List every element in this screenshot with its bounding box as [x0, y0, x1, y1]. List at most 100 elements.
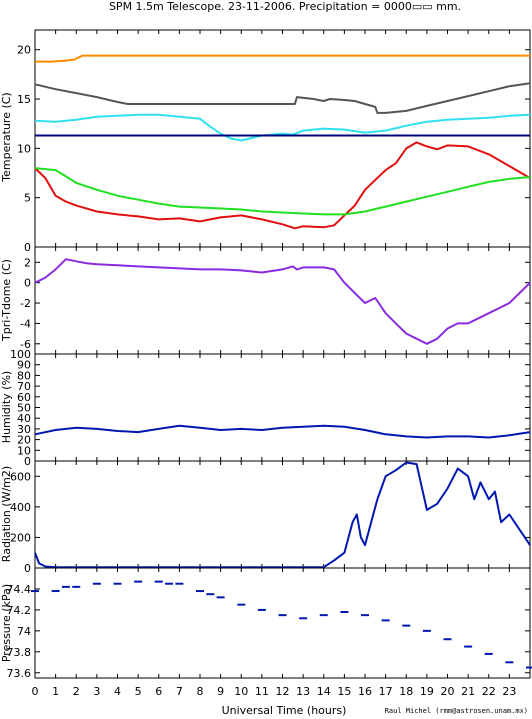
y-tick-label: 74.4 — [7, 583, 32, 596]
x-tick-label: 3 — [93, 685, 100, 698]
data-point — [257, 608, 266, 611]
y-tick-label: 30 — [17, 423, 31, 436]
x-tick-label: 12 — [276, 685, 290, 698]
y-tick-label: 10 — [17, 444, 31, 457]
x-tick-label: 21 — [461, 685, 475, 698]
series-line — [34, 82, 531, 114]
y-tick-label: 2 — [24, 256, 31, 269]
data-point — [61, 585, 70, 588]
temperature-panel: 0 5 10 15 20 Temperature (C) — [0, 29, 531, 254]
x-tick-label: 14 — [317, 685, 331, 698]
data-point — [175, 582, 184, 585]
y-tick-label: 73.8 — [7, 646, 32, 659]
x-axis-label: Universal Time (hours) — [222, 704, 347, 717]
x-tick-label: 1 — [52, 685, 59, 698]
x-tick-label: 11 — [255, 685, 269, 698]
y-axis-label: Temperature (C) — [0, 92, 13, 182]
x-tick-label: 19 — [420, 685, 434, 698]
y-tick-label: 90 — [17, 359, 31, 372]
y-tick-label: 20 — [17, 434, 31, 447]
data-point — [31, 590, 39, 593]
data-point — [237, 603, 246, 606]
data-point — [402, 624, 411, 627]
y-tick-label: 74 — [17, 625, 31, 638]
data-point — [526, 666, 532, 669]
panel-frame — [34, 246, 531, 355]
series-line — [34, 113, 531, 142]
data-point — [422, 629, 431, 632]
y-tick-label: -6 — [20, 338, 31, 351]
x-tick-label: 16 — [358, 685, 372, 698]
x-axis: 0 1 2 3 4 5 6 7 8 9 10 11 12 13 14 15 16 17 18 19 20 21 22 23 — [32, 685, 517, 698]
data-point — [216, 596, 225, 599]
data-point — [113, 582, 122, 585]
x-tick-label: 20 — [441, 685, 455, 698]
y-tick-label: 40 — [17, 412, 31, 425]
data-point — [319, 614, 328, 617]
y-tick-label: 0 — [24, 455, 31, 468]
y-tick-label: 50 — [17, 402, 31, 415]
y-tick-label: 70 — [17, 380, 31, 393]
series-line — [34, 461, 531, 569]
x-tick-label: 6 — [155, 685, 162, 698]
data-point — [92, 582, 101, 585]
data-point — [165, 582, 174, 585]
y-tick-label: 600 — [10, 470, 31, 483]
x-tick-label: 5 — [135, 685, 142, 698]
x-tick-label: 7 — [176, 685, 183, 698]
y-axis-label: Tpri-Tdome (C) — [0, 259, 13, 342]
y-tick-label: 10 — [17, 142, 31, 155]
panel-frame — [34, 29, 531, 248]
series-line — [34, 167, 531, 216]
x-tick-label: 4 — [114, 685, 121, 698]
data-point — [278, 614, 287, 617]
credit-text: Raul Michel (rmm@astrosen.unam.mx) — [385, 707, 528, 715]
series-line — [34, 141, 531, 230]
x-tick-label: 2 — [73, 685, 80, 698]
y-axis-label: Radiation (W/m2) — [0, 466, 13, 562]
x-tick-label: 10 — [234, 685, 248, 698]
data-point — [505, 661, 514, 664]
series-line — [34, 424, 531, 439]
x-tick-label: 0 — [32, 685, 39, 698]
y-tick-label: 74.2 — [7, 604, 32, 617]
y-tick-label: 0 — [24, 277, 31, 290]
data-point — [51, 590, 60, 593]
x-tick-label: 15 — [337, 685, 351, 698]
y-axis-label: Pressure (kPa) — [0, 584, 13, 662]
y-axis-label: Humidity (%) — [0, 371, 13, 443]
y-tick-label: 5 — [24, 192, 31, 205]
x-tick-label: 17 — [379, 685, 393, 698]
data-point — [154, 580, 163, 583]
y-tick-label: 80 — [17, 369, 31, 382]
panel-frame — [34, 567, 531, 679]
panel-frame — [34, 460, 531, 569]
data-point — [196, 590, 204, 593]
y-tick-label: 60 — [17, 391, 31, 404]
y-tick-label: -4 — [20, 317, 31, 330]
x-tick-label: 22 — [482, 685, 496, 698]
y-tick-label: 400 — [10, 501, 31, 514]
y-tick-label: 73.6 — [7, 667, 32, 680]
data-point — [484, 652, 493, 655]
x-tick-label: 18 — [399, 685, 413, 698]
y-tick-label: 200 — [10, 531, 31, 544]
x-tick-label: 13 — [296, 685, 310, 698]
data-point — [340, 611, 349, 613]
data-point — [361, 614, 369, 617]
data-point — [206, 593, 215, 596]
y-tick-label: 0 — [24, 241, 31, 254]
y-tick-label: 20 — [17, 44, 31, 57]
y-tick-label: -2 — [20, 297, 31, 310]
data-point — [299, 617, 308, 620]
series-line — [35, 54, 530, 63]
y-tick-label: 0 — [24, 562, 31, 575]
data-point — [72, 585, 81, 588]
data-point — [464, 645, 473, 648]
chart-title: SPM 1.5m Telescope. 23-11-2006. Precipit… — [109, 0, 461, 13]
tpri-tdome-panel: -6 -4 -2 0 2 Tpri-Tdome (C) — [0, 246, 531, 355]
x-tick-label: 23 — [502, 685, 516, 698]
